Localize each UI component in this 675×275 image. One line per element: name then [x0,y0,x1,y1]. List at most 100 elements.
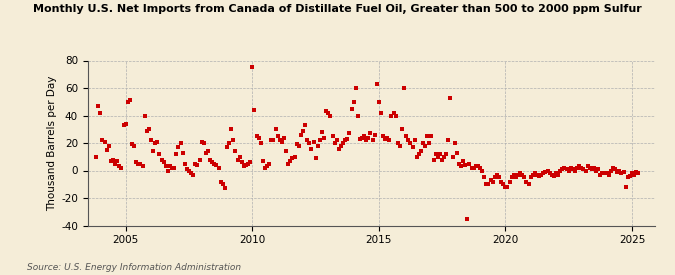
Point [144,127,155,131]
Point [491,172,502,177]
Point [228,138,239,142]
Point [431,152,441,156]
Point [618,170,629,174]
Point [139,113,150,118]
Point [360,138,371,142]
Point [422,134,433,138]
Y-axis label: Thousand Barrels per Day: Thousand Barrels per Day [47,75,57,211]
Point [601,171,612,175]
Point [397,127,408,131]
Point [608,166,618,170]
Point [489,175,500,180]
Point [268,138,279,142]
Point [285,159,296,163]
Point [437,157,448,162]
Point [362,135,373,140]
Point [232,157,243,162]
Point [401,134,412,138]
Point [146,138,157,142]
Point [358,134,369,138]
Point [536,172,547,177]
Point [205,157,215,162]
Point [585,166,595,170]
Point [631,170,642,174]
Point [317,130,327,134]
Point [479,175,490,180]
Point [475,166,485,170]
Point [90,155,101,159]
Point [354,137,365,141]
Point [610,167,620,171]
Point [460,163,470,167]
Point [525,175,536,180]
Point [118,123,129,127]
Point [223,141,234,145]
Point [188,172,198,177]
Point [512,172,523,177]
Point [186,171,196,175]
Point [165,164,176,169]
Point [443,138,454,142]
Point [253,135,264,140]
Point [542,168,553,173]
Point [169,166,180,170]
Point [416,149,427,153]
Point [527,172,538,177]
Point [597,171,608,175]
Point [593,167,603,171]
Point [456,164,466,169]
Point [261,164,272,169]
Point [346,106,357,111]
Point [435,152,446,156]
Point [587,167,597,171]
Point [504,179,515,184]
Point [257,159,268,163]
Point [352,113,363,118]
Point [270,127,281,131]
Point [245,160,256,164]
Point [576,166,587,170]
Point [500,185,511,189]
Point [563,168,574,173]
Point [173,145,184,149]
Point [578,167,589,171]
Point [348,100,359,104]
Point [247,65,258,70]
Point [192,163,202,167]
Point [333,146,344,151]
Point [127,142,138,147]
Point [327,134,338,138]
Point [413,152,424,156]
Point [287,156,298,160]
Point [279,135,290,140]
Point [251,134,262,138]
Point [274,138,285,142]
Point [137,164,148,169]
Point [259,166,270,170]
Point [217,182,228,186]
Point [477,168,487,173]
Point [356,135,367,140]
Point [561,167,572,171]
Point [107,157,119,162]
Point [133,161,144,166]
Point [300,123,310,127]
Point [551,171,562,175]
Point [93,104,104,108]
Point [350,86,361,90]
Point [502,185,513,189]
Point [160,164,171,169]
Point [298,128,308,133]
Point [405,141,416,145]
Point [281,149,292,153]
Point [403,138,414,142]
Point [249,108,260,112]
Point [141,128,152,133]
Point [202,149,213,153]
Point [365,131,376,136]
Point [452,150,462,155]
Point [344,131,354,136]
Point [523,182,534,186]
Point [340,138,350,142]
Point [572,166,583,170]
